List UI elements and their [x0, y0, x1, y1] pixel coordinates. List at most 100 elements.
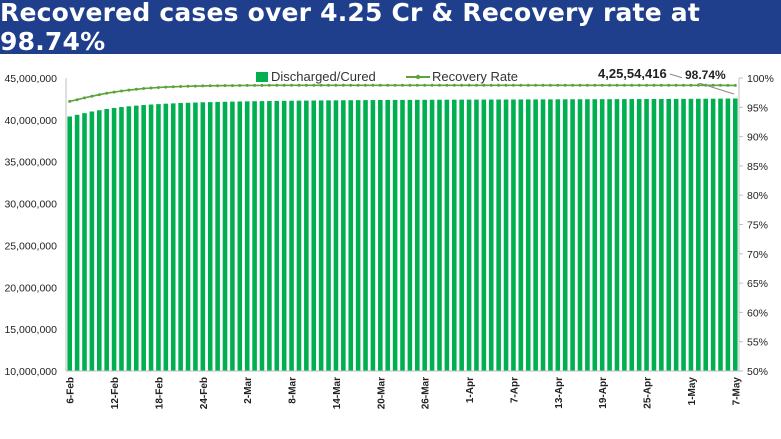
- recovery-rate-point: [238, 84, 242, 87]
- bar-discharged: [622, 99, 627, 371]
- recovery-rate-point: [497, 83, 501, 87]
- bar-discharged: [326, 100, 331, 371]
- recovery-rate-point: [164, 85, 168, 89]
- bar-discharged: [673, 98, 679, 372]
- bar-discharged: [525, 99, 531, 372]
- recovery-rate-point: [622, 83, 626, 87]
- recovery-rate-point: [171, 85, 175, 89]
- bar-discharged: [200, 102, 206, 371]
- recovery-rate-point: [356, 83, 360, 87]
- y-right-tick-label: 70%: [747, 249, 768, 261]
- recovery-rate-point: [674, 83, 678, 87]
- y-left-tick-label: 20,000,000: [4, 282, 57, 294]
- recovery-rate-point: [304, 83, 308, 87]
- bar-discharged: [289, 100, 294, 372]
- recovery-rate-point: [341, 83, 345, 87]
- recovery-rate-point: [230, 84, 234, 88]
- recovery-rate-point: [267, 83, 271, 87]
- recovery-rate-point: [415, 83, 419, 87]
- bar-discharged: [148, 104, 154, 371]
- recovery-rate-point: [504, 83, 508, 87]
- recovery-rate-point: [630, 83, 634, 87]
- bar-discharged: [474, 99, 479, 371]
- bar-discharged: [244, 101, 250, 372]
- recovery-rate-point: [186, 84, 190, 88]
- bar-discharged: [163, 103, 169, 371]
- recovery-rate-point: [726, 83, 730, 87]
- x-tick-label: 24-Feb: [199, 377, 210, 409]
- recovery-rate-point: [149, 86, 153, 90]
- y-right-tick-label: 95%: [747, 102, 768, 114]
- y-left-tick-label: 40,000,000: [4, 115, 57, 127]
- bar-discharged: [703, 98, 709, 372]
- bar-discharged: [156, 104, 161, 371]
- bars-group: [67, 98, 738, 372]
- bar-discharged: [252, 101, 257, 372]
- recovery-rate-point: [526, 83, 530, 87]
- recovery-rate-point: [179, 85, 183, 88]
- x-tick-label: 7-Apr: [509, 377, 520, 403]
- recovery-rate-point: [593, 83, 597, 87]
- recovery-rate-point: [105, 91, 109, 95]
- recovery-rate-point: [637, 83, 641, 87]
- bar-discharged: [119, 107, 124, 372]
- y-right-tick-label: 50%: [747, 366, 768, 378]
- recovery-rate-point: [445, 83, 449, 87]
- recovery-rate-point: [297, 83, 301, 87]
- bar-discharged: [718, 98, 723, 371]
- legend-label-discharged: Discharged/Cured: [271, 69, 376, 84]
- bar-discharged: [570, 99, 575, 371]
- bar-discharged: [67, 116, 72, 371]
- y-right-tick-label: 75%: [747, 220, 768, 232]
- bar-discharged: [104, 108, 109, 371]
- y-right-tick-label: 65%: [747, 278, 768, 290]
- bar-discharged: [385, 99, 391, 371]
- bar-discharged: [533, 99, 538, 372]
- recovery-rate-point: [127, 88, 131, 92]
- bar-discharged: [644, 99, 649, 371]
- recovery-rate-point: [223, 84, 227, 88]
- recovery-rate-point: [201, 84, 205, 88]
- recovery-rate-point: [489, 83, 493, 87]
- recovery-rate-point: [541, 83, 545, 87]
- axes-group: 10,000,000 15,000,000 20,000,000 25,000,000…: [4, 73, 773, 409]
- annotation-total-recovered: 4,25,54,416: [598, 66, 667, 81]
- x-tick-label: 26-Mar: [421, 377, 432, 409]
- recovery-rate-point: [711, 83, 715, 87]
- recovery-rate-point: [652, 83, 656, 87]
- bar-discharged: [89, 111, 95, 372]
- recovery-rate-point: [97, 93, 101, 97]
- recovery-rate-point: [401, 83, 404, 87]
- bar-discharged: [614, 99, 620, 371]
- recovery-chart: 10,000,000 15,000,000 20,000,000 25,000,000…: [4, 66, 773, 409]
- bar-discharged: [599, 99, 605, 372]
- recovery-rate-point: [733, 83, 737, 87]
- recovery-rate-point: [696, 83, 700, 87]
- bar-discharged: [407, 99, 413, 371]
- y-right-tick-label: 55%: [747, 337, 768, 349]
- recovery-rate-point: [423, 83, 427, 87]
- annotation-recovery-rate: 98.74%: [685, 68, 726, 82]
- bar-discharged: [696, 98, 701, 371]
- bar-discharged: [111, 107, 117, 371]
- legend-label-recovery: Recovery Rate: [432, 69, 518, 84]
- recovery-rate-point: [467, 83, 471, 87]
- y-right-tick-label: 100%: [747, 73, 774, 85]
- bar-discharged: [592, 99, 598, 371]
- legend-swatch-discharged: [256, 72, 268, 82]
- bar-discharged: [659, 98, 664, 371]
- recovery-rate-point: [282, 83, 286, 87]
- bar-discharged: [259, 101, 265, 371]
- bar-discharged: [681, 98, 686, 372]
- bar-discharged: [82, 113, 87, 371]
- bar-discharged: [311, 100, 317, 371]
- x-tick-label: 7-May: [731, 377, 742, 406]
- bar-discharged: [451, 99, 457, 372]
- bar-discharged: [222, 101, 228, 371]
- x-tick-label: 1-May: [687, 377, 698, 406]
- recovery-rate-point: [600, 83, 604, 87]
- annotation-rate-box: [682, 67, 732, 83]
- recovery-rate-point: [482, 83, 486, 87]
- bar-discharged: [415, 99, 420, 371]
- recovery-rate-line: [69, 84, 736, 103]
